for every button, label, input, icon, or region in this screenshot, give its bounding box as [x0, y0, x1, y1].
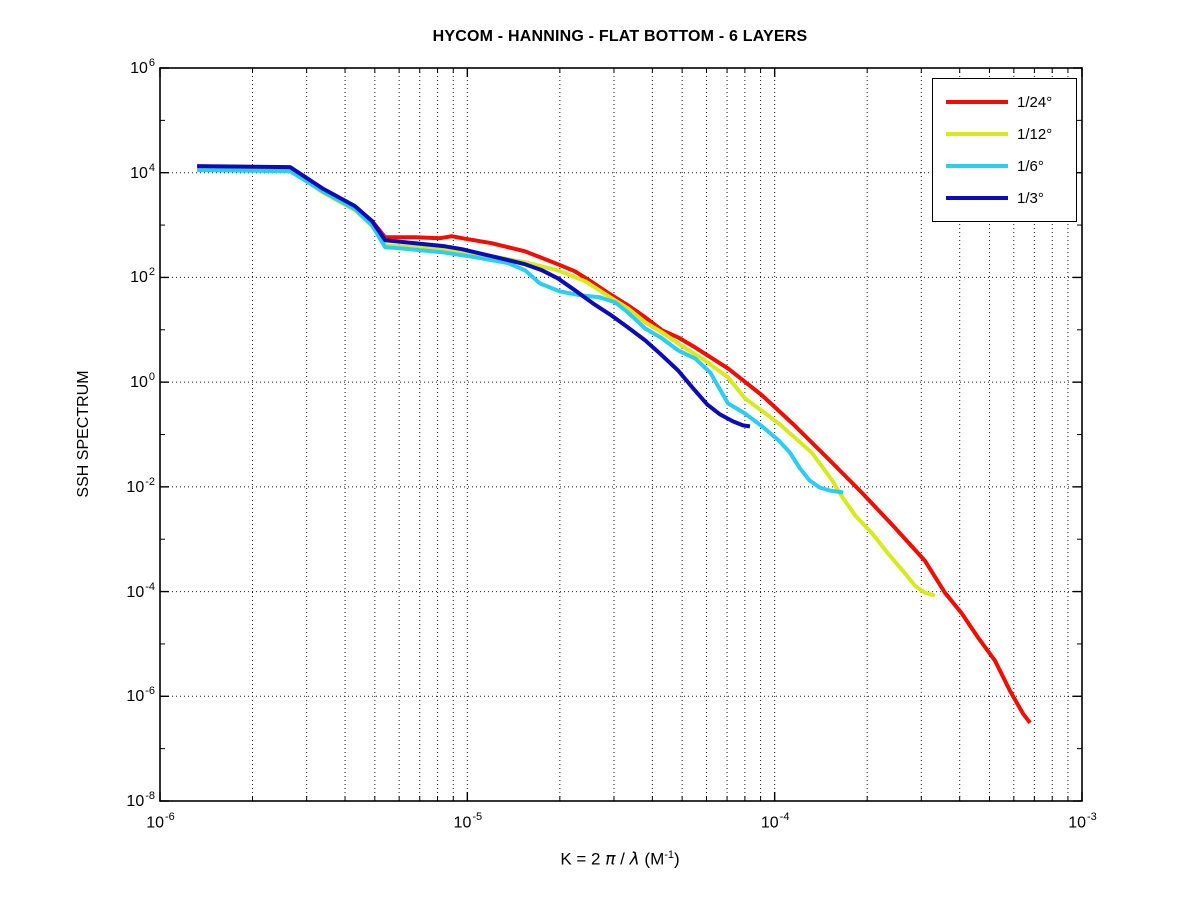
y-tick-label: 104	[130, 161, 155, 182]
series-line-16	[197, 168, 844, 495]
legend-line-sample	[946, 100, 1008, 104]
legend-label: 1/12°	[1017, 125, 1053, 143]
y-tick-label: 10-2	[126, 475, 155, 497]
series-line-112	[197, 166, 936, 598]
y-tick-label: 10-8	[126, 789, 155, 811]
y-tick-label: 100	[130, 370, 155, 392]
x-tick-label: 10-4	[760, 811, 790, 832]
legend-label: 1/24°	[1017, 93, 1053, 111]
series-line-124	[197, 165, 1032, 725]
x-tick-label: 10-3	[1068, 811, 1097, 832]
legend-label: 1/6°	[1017, 157, 1044, 175]
legend-item: 1/24°	[933, 90, 1076, 114]
legend-label: 1/3°	[1017, 189, 1044, 207]
legend-item: 1/3°	[933, 186, 1076, 210]
x-axis-label: K = 2 π / λ (M-1)	[560, 849, 680, 870]
x-tick-label: 10-5	[453, 811, 483, 832]
legend-item: 1/12°	[933, 122, 1076, 146]
legend-line-sample	[946, 196, 1008, 200]
y-tick-label: 106	[130, 56, 155, 78]
y-tick-label: 102	[130, 266, 155, 287]
y-tick-label: 10-6	[126, 685, 155, 706]
legend-item: 1/6°	[933, 154, 1076, 178]
chart-title: HYCOM - HANNING - FLAT BOTTOM - 6 LAYERS	[432, 28, 808, 45]
y-tick-label: 10-4	[126, 580, 155, 601]
legend-line-sample	[946, 132, 1008, 136]
y-axis-label: SSH SPECTRUM	[75, 370, 92, 498]
x-tick-label: 10-6	[146, 811, 175, 832]
axes-frame	[159, 67, 1083, 802]
legend: 1/24° 1/12° 1/6° 1/3°	[932, 78, 1077, 222]
legend-line-sample	[946, 164, 1008, 168]
series-line-13	[197, 164, 751, 429]
